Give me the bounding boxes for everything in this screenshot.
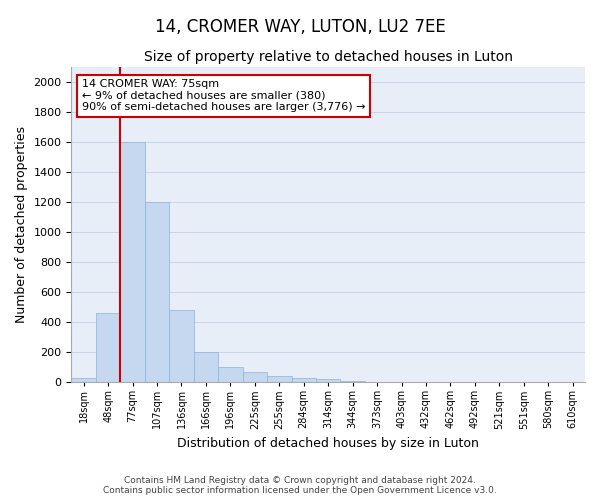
Text: 14, CROMER WAY, LUTON, LU2 7EE: 14, CROMER WAY, LUTON, LU2 7EE (155, 18, 445, 36)
Y-axis label: Number of detached properties: Number of detached properties (15, 126, 28, 323)
Bar (316, 379, 340, 382)
X-axis label: Distribution of detached houses by size in Luton: Distribution of detached houses by size … (177, 437, 479, 450)
Bar (71, 378, 96, 382)
Bar (145, 202, 169, 382)
Bar (267, 376, 292, 382)
Text: 14 CROMER WAY: 75sqm
← 9% of detached houses are smaller (380)
90% of semi-detac: 14 CROMER WAY: 75sqm ← 9% of detached ho… (82, 79, 365, 112)
Bar (169, 310, 194, 382)
Bar (96, 313, 121, 382)
Bar (340, 380, 365, 382)
Text: Contains HM Land Registry data © Crown copyright and database right 2024.
Contai: Contains HM Land Registry data © Crown c… (103, 476, 497, 495)
Bar (292, 378, 316, 382)
Bar (218, 367, 242, 382)
Bar (194, 352, 218, 382)
Title: Size of property relative to detached houses in Luton: Size of property relative to detached ho… (144, 50, 513, 64)
Bar (242, 372, 267, 382)
Bar (121, 142, 145, 382)
